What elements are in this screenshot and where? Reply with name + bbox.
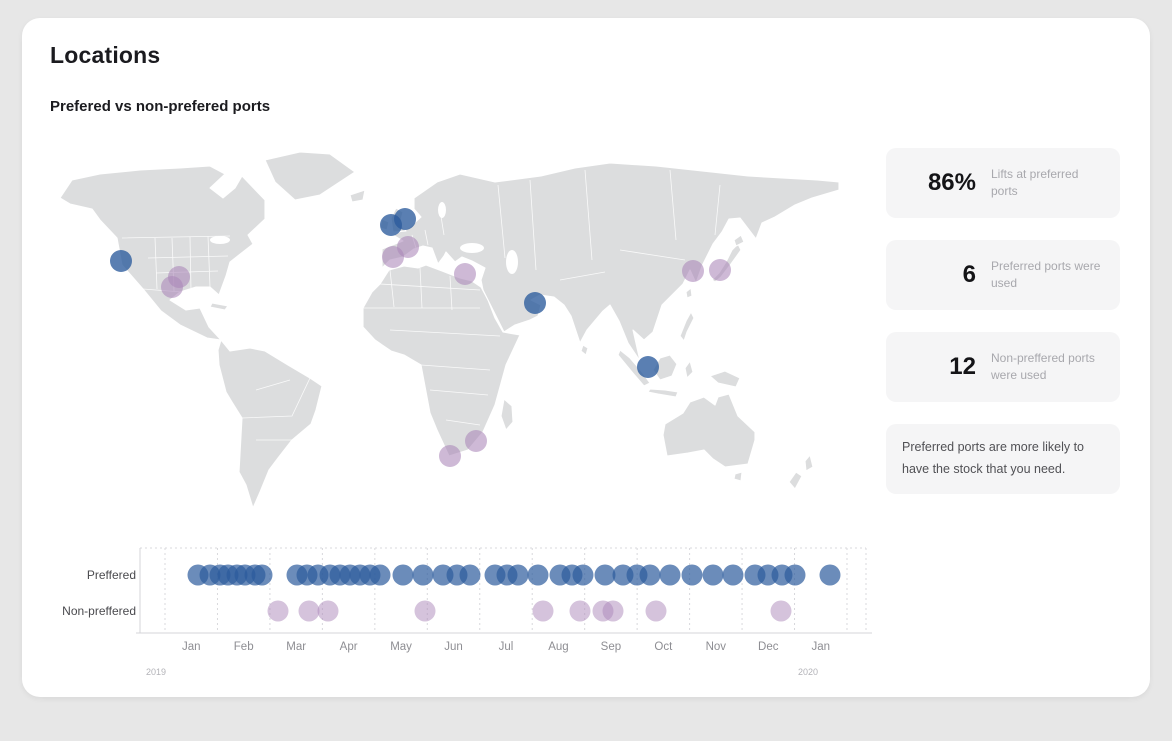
- map-dots-preferred: [110, 208, 659, 378]
- map-dot-non-preferred[interactable]: [439, 445, 461, 467]
- map-dot-non-preferred[interactable]: [454, 263, 476, 285]
- info-note: Preferred ports are more likely to have …: [886, 424, 1120, 494]
- map-dot-preferred[interactable]: [524, 292, 546, 314]
- timeline-dot-preferred[interactable]: [459, 564, 481, 586]
- month-label: Aug: [548, 641, 569, 653]
- timeline-dot-preferred[interactable]: [659, 564, 681, 586]
- page-title: Locations: [50, 42, 161, 68]
- stat-label: Preferred ports were used: [991, 258, 1101, 290]
- world-map: [60, 140, 840, 510]
- year-label: 2019: [146, 667, 167, 677]
- page-subtitle: Prefered vs non-prefered ports: [50, 98, 271, 115]
- year-label: 2020: [798, 667, 819, 677]
- month-label: Jun: [444, 641, 463, 653]
- row-label-preferred: Preffered: [86, 568, 136, 582]
- stat-value: 6: [962, 261, 976, 288]
- timeline-dot-preferred[interactable]: [722, 564, 744, 586]
- timeline-dot-preferred[interactable]: [702, 564, 724, 586]
- row-label-non-preferred: Non-preffered: [62, 604, 136, 618]
- stat-card-preferred-ports: 6 Preferred ports were used: [886, 240, 1120, 310]
- timeline-dot-preferred[interactable]: [594, 564, 616, 586]
- world-map-svg: [60, 151, 840, 509]
- timeline-dot-preferred[interactable]: [412, 564, 434, 586]
- map-dot-preferred[interactable]: [637, 356, 659, 378]
- stat-card-lifts: 86% Lifts at preferred ports: [886, 148, 1120, 218]
- month-label: Apr: [339, 641, 358, 653]
- map-dots-non-preferred: [161, 236, 731, 467]
- month-label: Sep: [600, 641, 622, 653]
- timeline-chart: Preffered Non-preffered Jan Feb Mar Apr May J…: [40, 543, 890, 695]
- timeline-dot-preferred[interactable]: [681, 564, 703, 586]
- timeline-dot-preferred[interactable]: [527, 564, 549, 586]
- map-dot-non-preferred[interactable]: [397, 236, 419, 258]
- stat-label: Non-preffered ports were used: [991, 350, 1095, 382]
- timeline-dot-non-preferred[interactable]: [414, 600, 436, 622]
- locations-panel: Locations Prefered vs non-prefered ports: [22, 18, 1150, 697]
- month-label: Mar: [286, 641, 307, 653]
- continents: [60, 151, 840, 509]
- map-dot-non-preferred[interactable]: [168, 266, 190, 288]
- month-label: Jan: [811, 641, 831, 653]
- timeline-dot-non-preferred[interactable]: [267, 600, 289, 622]
- month-label: May: [390, 641, 412, 653]
- timeline-dot-preferred[interactable]: [784, 564, 806, 586]
- timeline-dot-non-preferred[interactable]: [569, 600, 591, 622]
- map-dot-non-preferred[interactable]: [709, 259, 731, 281]
- timeline-dot-non-preferred[interactable]: [602, 600, 624, 622]
- timeline-dot-preferred[interactable]: [819, 564, 841, 586]
- timeline-dot-preferred[interactable]: [251, 564, 273, 586]
- timeline-dot-preferred[interactable]: [507, 564, 529, 586]
- stat-label: Lifts at preferred ports: [991, 166, 1079, 198]
- map-dot-preferred[interactable]: [394, 208, 416, 230]
- timeline-dot-non-preferred[interactable]: [645, 600, 667, 622]
- stat-card-non-preferred-ports: 12 Non-preffered ports were used: [886, 332, 1120, 402]
- map-dot-non-preferred[interactable]: [465, 430, 487, 452]
- timeline-dot-non-preferred[interactable]: [317, 600, 339, 622]
- month-label: Oct: [654, 641, 673, 653]
- timeline-dot-preferred[interactable]: [369, 564, 391, 586]
- stat-value: 86%: [927, 169, 976, 196]
- timeline-dot-preferred[interactable]: [392, 564, 414, 586]
- timeline-dot-non-preferred[interactable]: [298, 600, 320, 622]
- timeline-dot-non-preferred[interactable]: [770, 600, 792, 622]
- month-label: Dec: [758, 641, 779, 653]
- month-label: Feb: [233, 641, 254, 653]
- month-label: Nov: [705, 641, 727, 653]
- map-dot-preferred[interactable]: [110, 250, 132, 272]
- map-dot-non-preferred[interactable]: [682, 260, 704, 282]
- month-label: Jul: [498, 641, 514, 653]
- stats-column: 86% Lifts at preferred ports 6 Preferred…: [886, 148, 1120, 494]
- month-label: Jan: [181, 641, 201, 653]
- stat-value: 12: [949, 353, 976, 380]
- timeline-dot-non-preferred[interactable]: [532, 600, 554, 622]
- timeline-plot: [136, 547, 872, 634]
- timeline-dot-preferred[interactable]: [572, 564, 594, 586]
- timeline-dot-preferred[interactable]: [639, 564, 661, 586]
